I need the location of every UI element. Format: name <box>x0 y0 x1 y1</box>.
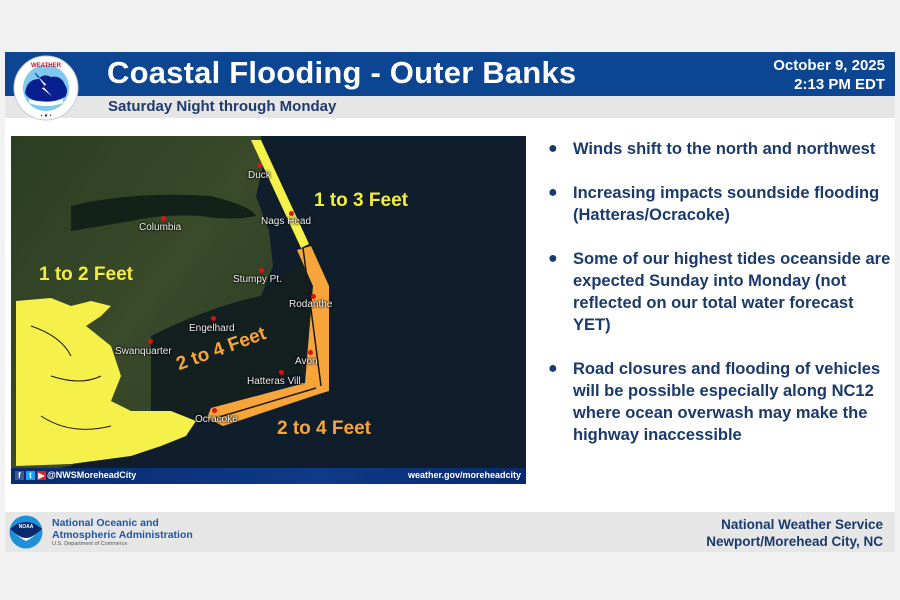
place-label: Nags Head <box>261 216 312 227</box>
bullet-icon: ● <box>548 140 558 157</box>
place-dot <box>289 211 294 216</box>
issued-time: 2:13 PM EDT <box>794 76 885 93</box>
facebook-icon[interactable]: f <box>15 471 24 480</box>
place-dot <box>211 316 216 321</box>
map-footer-bar: f t ▶ @NWSMoreheadCity weather.gov/moreh… <box>11 468 526 484</box>
list-item: ● Some of our highest tides oceanside are… <box>548 250 891 334</box>
list-item: ● Increasing impacts soundside flooding (… <box>548 184 880 224</box>
social-handle[interactable]: @NWSMoreheadCity <box>47 470 137 480</box>
svg-text:• ★ •: • ★ • <box>41 113 52 119</box>
place-dot <box>308 350 313 355</box>
list-item: ● Road closures and flooding of vehicles … <box>548 360 881 444</box>
social-icons: f t ▶ <box>15 471 46 480</box>
key-points-list: ● Winds shift to the north and northwest … <box>548 138 893 468</box>
nws-office: National Weather Service Newport/Morehea… <box>706 517 883 549</box>
range-label-1-to-3: 1 to 3 Feet <box>314 190 408 211</box>
place-dot <box>259 268 264 273</box>
noaa-department: U.S. Department of Commerce <box>52 541 128 547</box>
place-label: Rodanthe <box>289 299 333 310</box>
place-label: Duck <box>248 170 271 181</box>
bullet-icon: ● <box>548 360 558 377</box>
place-dot <box>279 370 284 375</box>
twitter-icon[interactable]: t <box>26 471 35 480</box>
place-dot <box>161 216 166 221</box>
map-graphic <box>11 136 526 484</box>
svg-text:WEATHER: WEATHER <box>31 63 62 69</box>
slide: Coastal Flooding - Outer Banks October 9… <box>5 52 895 552</box>
page-title: Coastal Flooding - Outer Banks <box>107 55 577 90</box>
place-label: Hatteras Vill. <box>247 376 304 387</box>
place-dot <box>311 294 316 299</box>
range-label-2-to-4-ocean: 2 to 4 Feet <box>277 418 371 439</box>
place-dot <box>257 163 262 168</box>
header-bar: Coastal Flooding - Outer Banks October 9… <box>5 52 895 96</box>
page-subtitle: Saturday Night through Monday <box>108 98 337 115</box>
place-label: Ocracoke <box>195 414 238 425</box>
issued-datetime: October 9, 2025 2:13 PM EDT <box>773 56 885 94</box>
noaa-name: National Oceanic and Atmospheric Adminis… <box>52 517 193 541</box>
place-label: Avon <box>295 356 318 367</box>
subtitle-bar: Saturday Night through Monday <box>5 96 895 118</box>
bullet-icon: ● <box>548 184 558 201</box>
place-label: Engelhard <box>189 323 235 334</box>
svg-text:NOAA: NOAA <box>19 524 34 530</box>
place-dot <box>148 339 153 344</box>
place-label: Swanquarter <box>115 346 172 357</box>
list-item: ● Winds shift to the north and northwest <box>548 140 876 158</box>
place-label: Columbia <box>139 222 182 233</box>
noaa-logo-icon: NOAA <box>9 515 43 549</box>
place-label: Stumpy Pt. <box>233 274 282 285</box>
flood-map: Duck Nags Head Columbia Stumpy Pt. Rodan… <box>11 136 526 484</box>
footer-bar: NOAA National Oceanic and Atmospheric Ad… <box>5 512 895 552</box>
nws-logo-icon: WEATHER • ★ • <box>13 55 79 121</box>
website-link[interactable]: weather.gov/moreheadcity <box>407 470 521 480</box>
place-dot <box>212 408 217 413</box>
range-label-1-to-2: 1 to 2 Feet <box>39 264 133 285</box>
issued-date: October 9, 2025 <box>773 57 885 74</box>
bullet-icon: ● <box>548 250 558 267</box>
youtube-icon[interactable]: ▶ <box>37 471 46 480</box>
